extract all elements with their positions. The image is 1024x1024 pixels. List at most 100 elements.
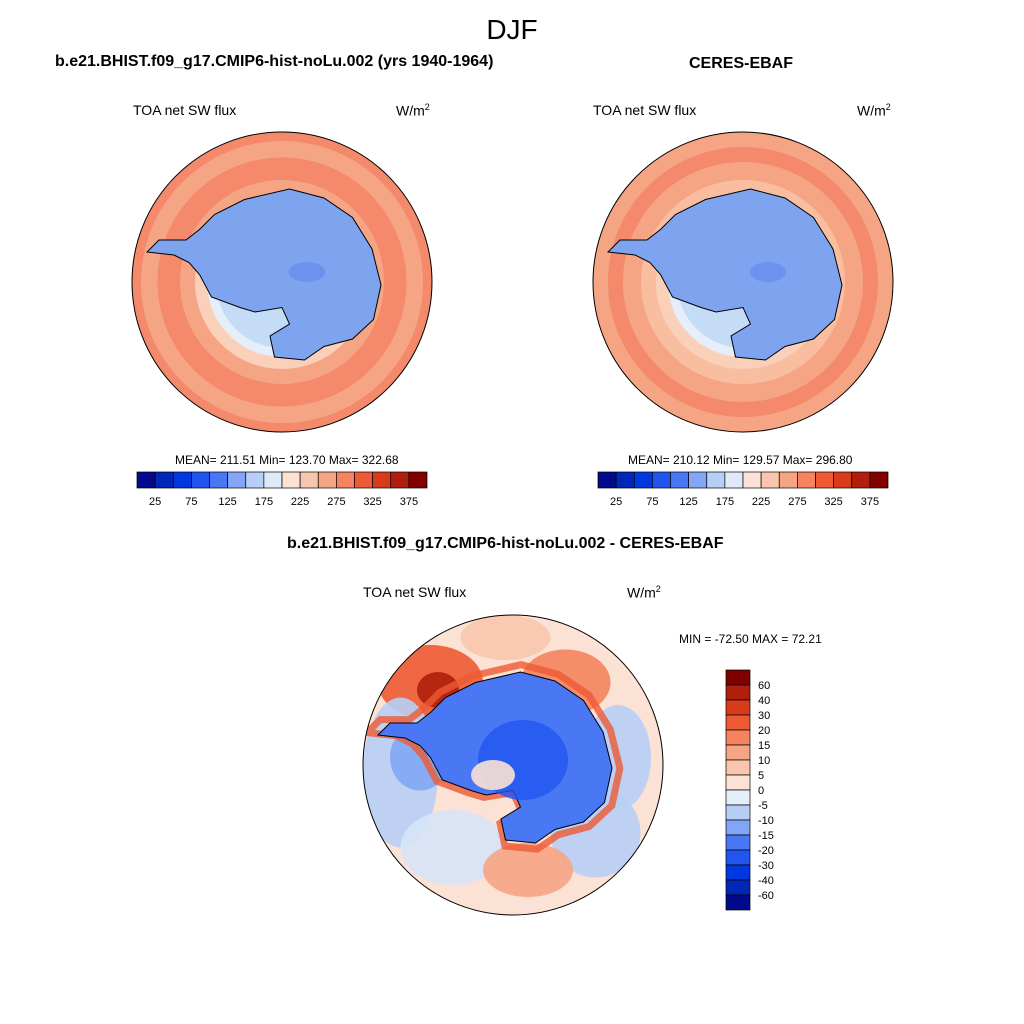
diff-colorbar-swatch-6: [725, 759, 751, 776]
diff-colorbar-tick-label: 30: [758, 710, 770, 722]
obs-colorbar: 25 75 125 175 225 275 325 375: [597, 471, 889, 508]
map-field: [363, 615, 663, 915]
obs-polar-map: [592, 131, 894, 433]
interior-low-flux: [750, 262, 786, 282]
antarctica-landmass: [606, 188, 843, 361]
colorbar-tick-label: 25: [149, 496, 161, 508]
colorbar-swatch-1: [154, 471, 174, 489]
ice-shelf-patch: [471, 760, 515, 790]
colorbar-swatch-4: [209, 471, 228, 489]
diff-colorbar-tick-label: 20: [758, 725, 770, 737]
diff-colorbar-swatch-0: [725, 669, 751, 686]
interior-low-flux: [289, 262, 325, 282]
diff-colorbar-swatch-4: [725, 729, 751, 746]
colorbar-swatch-9: [760, 471, 780, 489]
diff-colorbar-swatch-1: [725, 684, 751, 701]
diff-colorbar-swatch-12: [725, 849, 751, 866]
diff-colorbar-swatch-11: [725, 834, 751, 851]
diff-colorbar-tick-label: 0: [758, 785, 764, 797]
diff-colorbar-tick-label: -20: [758, 845, 774, 857]
colorbar-tick-label: 25: [610, 496, 622, 508]
map-border: [592, 131, 894, 433]
model-panel-title: b.e21.BHIST.f09_g17.CMIP6-hist-noLu.002 …: [55, 53, 494, 70]
colorbar-swatch-12: [354, 471, 373, 489]
colorbar-tick-label: 225: [752, 496, 770, 508]
diff-panel-title: b.e21.BHIST.f09_g17.CMIP6-hist-noLu.002 …: [287, 535, 724, 552]
model-polar-map: [131, 131, 433, 433]
diff-colorbar-swatch-2: [725, 699, 751, 716]
colorbar-tick-label: 275: [788, 496, 806, 508]
colorbar-swatch-15: [408, 471, 428, 489]
diff-colorbar-tick-label: -30: [758, 860, 774, 872]
colorbar-swatch-14: [851, 471, 871, 489]
diff-colorbar-tick-label: 10: [758, 755, 770, 767]
map-field: [593, 132, 893, 432]
colorbar-swatch-1: [615, 471, 635, 489]
colorbar-swatch-5: [227, 471, 247, 489]
colorbar-swatch-11: [797, 471, 816, 489]
colorbar-swatch-3: [652, 471, 671, 489]
obs-stats: MEAN= 210.12 Min= 129.57 Max= 296.80: [628, 453, 853, 467]
diff-colorbar-tick-label: 60: [758, 680, 770, 692]
colorbar-swatch-9: [299, 471, 319, 489]
colorbar-tick-label: 75: [646, 496, 658, 508]
diff-colorbar-swatch-7: [725, 774, 751, 791]
colorbar-swatch-5: [688, 471, 708, 489]
diff-colorbar-swatch-15: [725, 894, 751, 911]
colorbar-tick-label: 125: [218, 496, 236, 508]
diff-stats: MIN = -72.50 MAX = 72.21: [679, 632, 822, 646]
colorbar-swatch-11: [336, 471, 355, 489]
colorbar-swatch-6: [706, 471, 726, 489]
colorbar-tick-label: 325: [824, 496, 842, 508]
anomaly-patch-4: [400, 810, 506, 885]
model-variable-label: TOA net SW flux: [133, 102, 237, 118]
antarctica-landmass: [145, 188, 382, 361]
model-colorbar: 25 75 125 175 225 275 325 375: [136, 471, 428, 508]
colorbar-swatch-0: [597, 471, 617, 489]
colorbar-swatch-3: [191, 471, 210, 489]
model-units-label: W/m2: [396, 102, 430, 119]
diff-colorbar-tick-label: -5: [758, 800, 768, 812]
colorbar-swatch-15: [869, 471, 889, 489]
anomaly-patch-7: [460, 615, 551, 660]
diff-colorbar-tick-label: 40: [758, 695, 770, 707]
colorbar-swatch-8: [281, 471, 301, 489]
colorbar-swatch-7: [724, 471, 744, 489]
diff-colorbar-tick-label: -60: [758, 890, 774, 902]
diff-colorbar-swatch-13: [725, 864, 751, 881]
colorbar-swatch-8: [742, 471, 762, 489]
map-border: [362, 614, 664, 916]
colorbar-swatch-14: [390, 471, 410, 489]
diff-colorbar-swatch-8: [725, 789, 751, 806]
colorbar-tick-label: 375: [861, 496, 879, 508]
colorbar-swatch-13: [372, 471, 392, 489]
diff-colorbar-swatch-3: [725, 714, 751, 731]
diff-colorbar-tick-label: -15: [758, 830, 774, 842]
colorbar-swatch-12: [815, 471, 834, 489]
diff-colorbar-tick-label: 5: [758, 770, 764, 782]
colorbar-swatch-7: [263, 471, 283, 489]
colorbar-swatch-0: [136, 471, 156, 489]
colorbar-tick-label: 175: [716, 496, 734, 508]
map-border: [131, 131, 433, 433]
obs-units-label: W/m2: [857, 102, 891, 119]
colorbar-swatch-10: [317, 471, 337, 489]
colorbar-tick-label: 275: [327, 496, 345, 508]
colorbar-swatch-2: [172, 471, 192, 489]
diff-colorbar-swatch-5: [725, 744, 751, 761]
model-stats: MEAN= 211.51 Min= 123.70 Max= 322.68: [175, 453, 399, 467]
map-field: [132, 132, 432, 432]
colorbar-swatch-10: [778, 471, 798, 489]
colorbar-swatch-6: [245, 471, 265, 489]
diff-polar-map: [362, 614, 664, 916]
anomaly-patch-8: [483, 843, 573, 897]
diff-colorbar-swatch-14: [725, 879, 751, 896]
colorbar-tick-label: 375: [400, 496, 418, 508]
obs-panel-title: CERES-EBAF: [689, 55, 794, 72]
colorbar-tick-label: 325: [363, 496, 381, 508]
diff-units-label: W/m2: [627, 584, 661, 601]
colorbar-swatch-13: [833, 471, 853, 489]
colorbar-swatch-4: [670, 471, 689, 489]
colorbar-tick-label: 225: [291, 496, 309, 508]
obs-variable-label: TOA net SW flux: [593, 102, 697, 118]
